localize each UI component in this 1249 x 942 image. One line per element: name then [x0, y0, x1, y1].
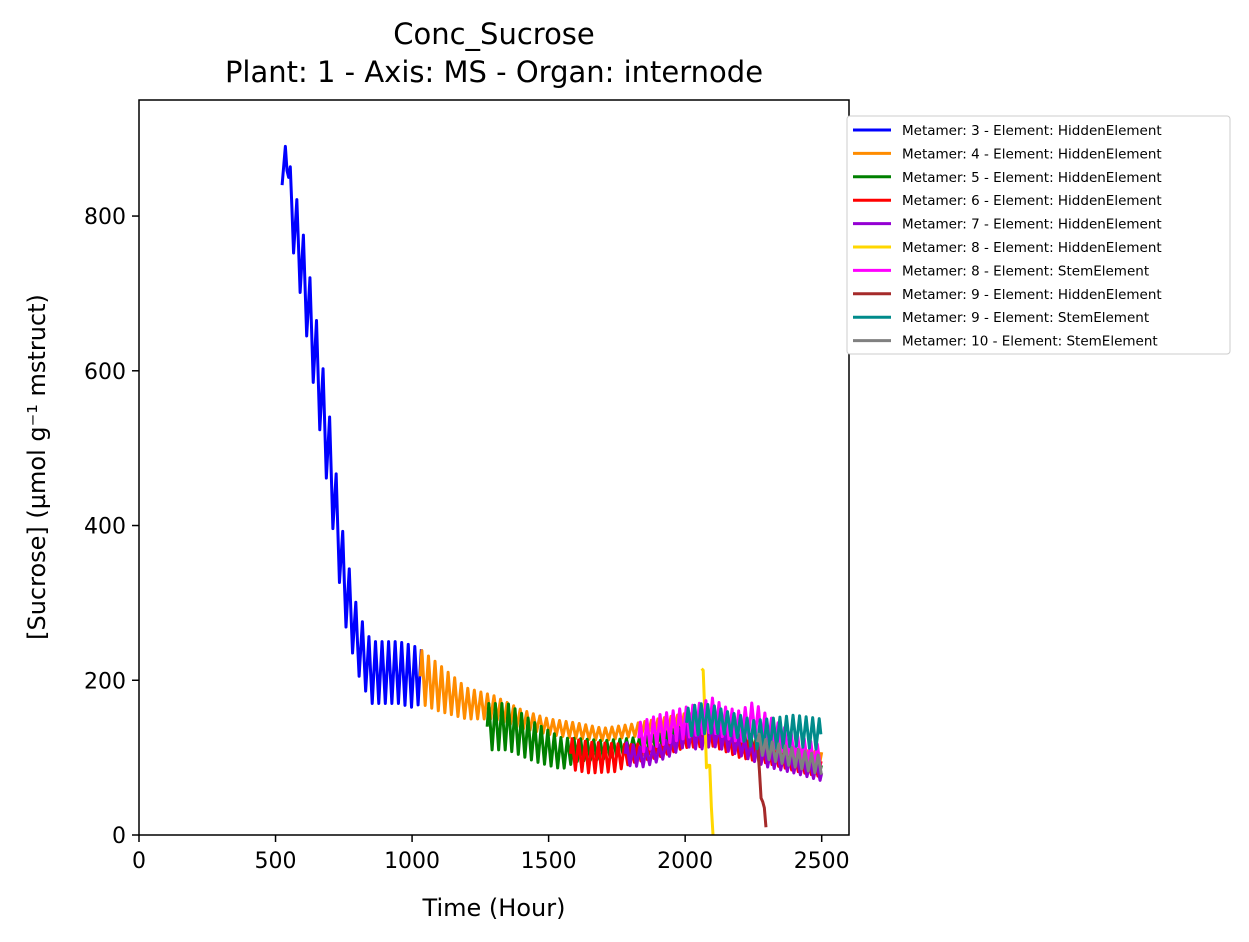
y-tick-label: 600 [84, 360, 126, 385]
y-tick-label: 200 [84, 669, 126, 694]
legend-label: Metamer: 6 - Element: HiddenElement [902, 193, 1162, 209]
x-tick-label: 1000 [384, 849, 440, 874]
legend-frame [846, 115, 1231, 355]
chart-title-group: Conc_Sucrose Plant: 1 - Axis: MS - Organ… [225, 17, 763, 89]
legend-label: Metamer: 10 - Element: StemElement [902, 334, 1158, 350]
series-line-1 [280, 144, 423, 709]
x-tick-label: 2500 [794, 849, 850, 874]
y-tick-label: 800 [84, 205, 126, 230]
series-layer [280, 144, 824, 836]
legend-label: Metamer: 7 - Element: HiddenElement [902, 217, 1162, 233]
y-tick-label: 0 [112, 824, 126, 849]
series-line-10 [756, 732, 823, 775]
legend-label: Metamer: 9 - Element: StemElement [902, 310, 1149, 326]
x-axis-label: Time (Hour) [422, 894, 566, 922]
legend-label: Metamer: 9 - Element: HiddenElement [902, 287, 1162, 303]
x-axis: 0 500 1000 1500 2000 2500 [132, 835, 850, 874]
legend-label: Metamer: 8 - Element: StemElement [902, 263, 1149, 279]
x-tick-label: 0 [132, 849, 146, 874]
y-tick-label: 400 [84, 515, 126, 540]
y-axis: 0 200 400 600 800 [84, 205, 139, 849]
legend-label: Metamer: 4 - Element: HiddenElement [902, 146, 1162, 162]
y-axis-label: [Sucrose] (µmol g⁻¹ mstruct) [23, 294, 51, 640]
chart-title: Conc_Sucrose [393, 17, 595, 51]
legend-label: Metamer: 5 - Element: HiddenElement [902, 170, 1162, 186]
x-tick-label: 500 [255, 849, 297, 874]
legend-label: Metamer: 8 - Element: HiddenElement [902, 240, 1162, 256]
chart-subtitle: Plant: 1 - Axis: MS - Organ: internode [225, 55, 763, 89]
x-tick-label: 1500 [521, 849, 577, 874]
legend: Metamer: 3 - Element: HiddenElement Metam… [846, 115, 1231, 355]
x-tick-label: 2000 [657, 849, 713, 874]
plot-frame [138, 99, 850, 836]
series-line-6 [700, 667, 715, 836]
legend-label: Metamer: 3 - Element: HiddenElement [902, 123, 1162, 139]
series-line-9 [685, 702, 823, 751]
